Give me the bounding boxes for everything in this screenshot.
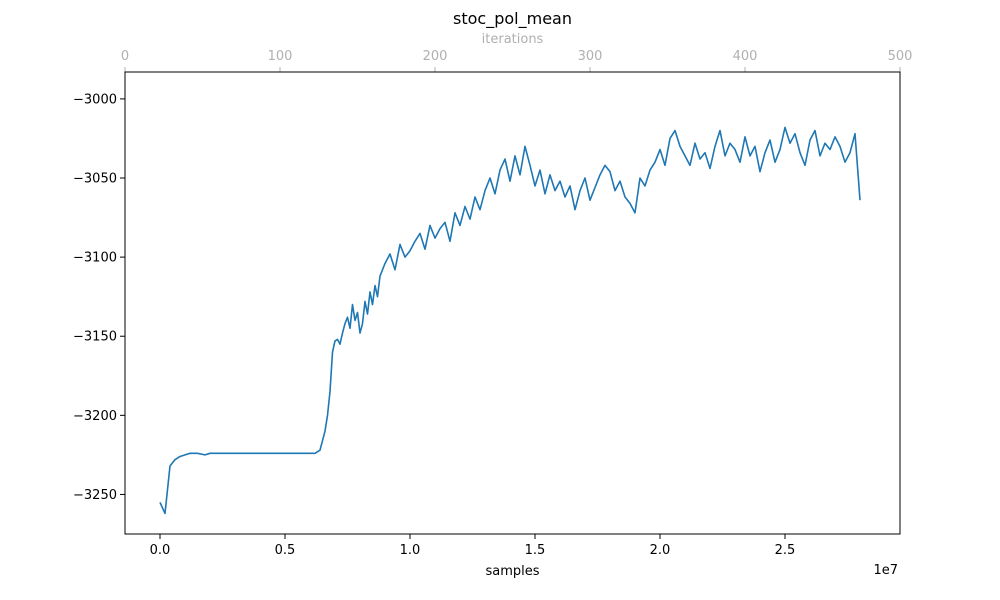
y-tick-label: −3250 [73, 488, 117, 503]
y-tick-label: −3200 [73, 409, 117, 424]
series-line [159, 126, 861, 515]
plot-frame [124, 71, 901, 535]
top-tick-label: 500 [888, 49, 913, 64]
y-tick-label: −3050 [73, 172, 117, 187]
y-tick-label: −3000 [73, 92, 117, 107]
series-layer [159, 126, 861, 515]
top-tick-label: 200 [423, 49, 448, 64]
x-tick-label: 0.0 [150, 543, 171, 558]
x-axis-label: samples [485, 564, 539, 579]
x-tick-label: 2.0 [650, 543, 671, 558]
x-offset-label: 1e7 [873, 563, 898, 578]
top-axis-label: iterations [482, 32, 544, 47]
x-tick-label: 0.5 [275, 543, 296, 558]
top-tick-label: 400 [733, 49, 758, 64]
x-tick-label: 1.5 [525, 543, 546, 558]
x-tick-label: 1.0 [400, 543, 421, 558]
x-tick-label: 2.5 [775, 543, 796, 558]
y-axis: −3250 −3200 −3150 −3100 −3050 −3000 [73, 92, 125, 503]
top-axis: 0 100 200 300 400 500 [121, 49, 913, 72]
chart-title: stoc_pol_mean [453, 9, 572, 29]
top-tick-label: 300 [578, 49, 603, 64]
y-tick-label: −3100 [73, 251, 117, 266]
top-tick-label: 0 [121, 49, 129, 64]
y-tick-label: −3150 [73, 330, 117, 345]
top-tick-label: 100 [268, 49, 293, 64]
x-axis: 0.0 0.5 1.0 1.5 2.0 2.5 [150, 534, 796, 558]
